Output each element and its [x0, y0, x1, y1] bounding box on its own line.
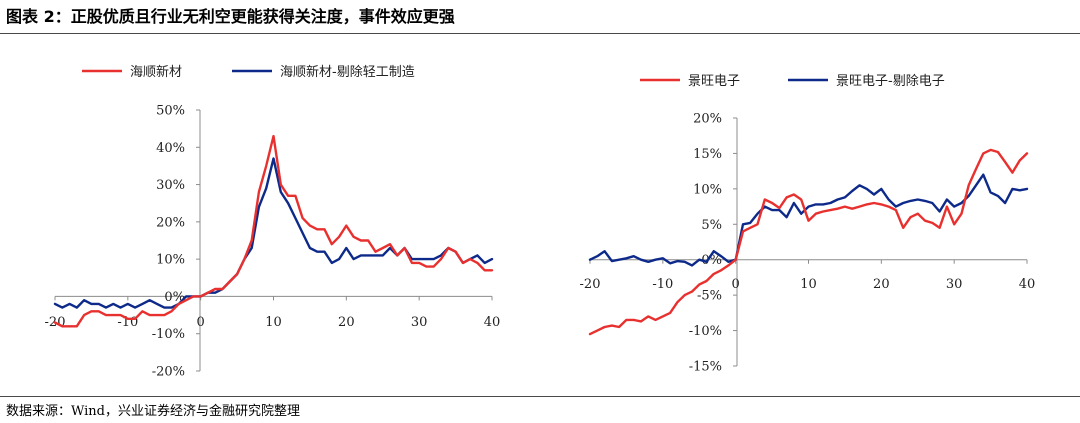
right-series-line-excluded: [588, 173, 1029, 267]
left-x-tick-label: 40: [484, 315, 501, 330]
right-x-tick-label: 0: [732, 277, 740, 292]
left-y-tick-label: 30%: [156, 178, 185, 193]
right-x-tick-label: -20: [580, 277, 601, 292]
left-y-tick-label: 20%: [156, 215, 185, 230]
right-x-tick-label: 10: [800, 277, 817, 292]
right-y-tick-label: 5%: [701, 218, 722, 233]
left-y-tick-label: 10%: [156, 253, 185, 268]
left-series-line-primary: [53, 134, 494, 328]
left-legend-label-2: 海顺新材-剔除轻工制造: [280, 64, 415, 80]
left-x-tick-label: 20: [338, 315, 355, 330]
right-x-tick-label: 20: [873, 277, 890, 292]
left-x-tick-label: 30: [411, 315, 428, 330]
right-y-tick-label: -10%: [689, 324, 722, 339]
right-series-line-primary: [588, 148, 1029, 336]
left-y-tick-label: 40%: [156, 141, 185, 156]
left-x-tick-label: 10: [265, 315, 282, 330]
right-y-tick-label: 10%: [693, 182, 722, 197]
right-legend-label-1: 景旺电子: [688, 74, 740, 89]
right-y-tick-label: -5%: [697, 289, 722, 304]
source-divider: [0, 396, 1080, 397]
right-y-tick-label: -15%: [689, 360, 722, 375]
right-legend-label-2: 景旺电子-剔除电子: [836, 74, 945, 89]
left-y-tick-label: -20%: [152, 365, 185, 380]
left-x-tick-label: 0: [197, 315, 205, 330]
right-x-tick-label: -10: [652, 277, 673, 292]
figure-title: 图表 2：正股优质且行业无利空更能获得关注度，事件效应更强: [6, 7, 455, 26]
left-series-line-excluded: [53, 157, 494, 309]
left-line-chart: -20%-10%0%10%20%30%40%50%-20 -10 0 10 20 30 40…: [45, 64, 501, 380]
right-x-tick-label: 40: [1019, 277, 1036, 292]
source-note: 数据来源：Wind，兴业证券经济与金融研究院整理: [6, 404, 300, 419]
left-y-tick-label: -10%: [152, 327, 185, 342]
right-line-chart: -15% -10% -5% 0% 5% 10% 15% 20% -20 -10 0 10 20 30 40 景…: [580, 74, 1036, 375]
right-y-tick-label: 15%: [693, 147, 722, 162]
right-x-tick-label: 30: [946, 277, 963, 292]
title-divider: [0, 33, 1080, 34]
right-y-tick-label: 20%: [693, 112, 722, 127]
left-legend-label-1: 海顺新材: [130, 64, 182, 80]
right-y-tick-label: 0%: [701, 253, 722, 268]
left-y-tick-label: 50%: [156, 104, 185, 119]
